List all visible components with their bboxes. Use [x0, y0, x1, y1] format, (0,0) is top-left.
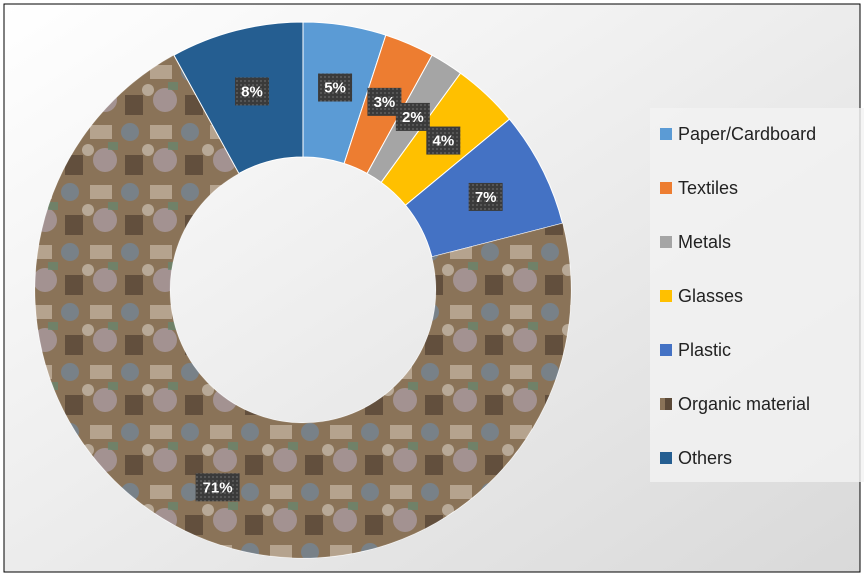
legend-label: Textiles	[678, 178, 738, 198]
data-label: 3%	[374, 94, 396, 111]
data-label: 2%	[402, 109, 424, 126]
data-label-box	[318, 73, 353, 102]
data-label: 8%	[241, 83, 263, 100]
legend-swatch	[660, 290, 672, 302]
legend-label: Paper/Cardboard	[678, 124, 816, 144]
legend-box	[650, 108, 864, 482]
legend-label: Others	[678, 448, 732, 468]
data-label-box	[468, 182, 503, 211]
data-label: 5%	[324, 79, 346, 96]
legend-label: Organic material	[678, 394, 810, 414]
legend-label: Glasses	[678, 286, 743, 306]
legend-swatch	[660, 344, 672, 356]
legend-swatch	[660, 452, 672, 464]
data-label-box	[395, 102, 430, 131]
data-label: 7%	[475, 189, 497, 206]
legend-label: Plastic	[678, 340, 731, 360]
legend-swatch	[660, 236, 672, 248]
legend-swatch	[660, 128, 672, 140]
data-label-box	[195, 473, 240, 502]
data-label: 4%	[432, 133, 454, 150]
data-label: 71%	[203, 479, 233, 496]
legend-label: Metals	[678, 232, 731, 252]
data-label-box	[367, 87, 402, 116]
legend-swatch-texture	[660, 398, 672, 410]
data-label-box	[235, 77, 270, 106]
data-label-box	[426, 126, 461, 155]
legend-swatch	[660, 182, 672, 194]
